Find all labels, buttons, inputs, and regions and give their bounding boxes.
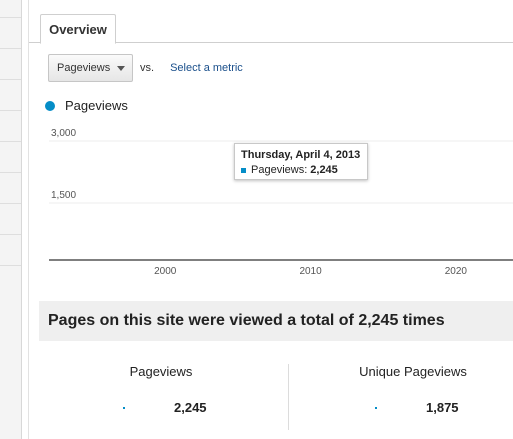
sparkline-icon — [375, 407, 377, 409]
tooltip-date: Thursday, April 4, 2013 — [241, 149, 361, 161]
sparkline-icon — [123, 407, 125, 409]
summary-banner: Pages on this site were viewed a total o… — [39, 301, 513, 341]
tab-overview[interactable]: Overview — [40, 14, 116, 44]
x-tick-label: 2000 — [154, 266, 177, 277]
left-sidebar — [0, 0, 22, 439]
stat-unique-pageviews: Unique Pageviews 1,875 — [313, 360, 513, 430]
y-tick-label: 1,500 — [51, 190, 76, 201]
chart-legend: Pageviews — [45, 98, 128, 113]
series-dot-icon — [45, 100, 55, 111]
stat-label: Unique Pageviews — [359, 364, 467, 379]
stat-pageviews: Pageviews 2,245 — [61, 360, 261, 430]
stats-divider — [288, 364, 289, 430]
sidebar-row[interactable] — [0, 235, 21, 266]
sidebar-row[interactable] — [0, 80, 21, 111]
stat-value: 2,245 — [174, 400, 207, 415]
sidebar-row[interactable] — [0, 18, 21, 49]
vs-label: vs. — [140, 62, 155, 74]
x-tick-label: 2020 — [445, 266, 468, 277]
legend-series-label: Pageviews — [65, 98, 128, 113]
tooltip-row: Pageviews: 2,245 — [241, 164, 361, 176]
sidebar-row[interactable] — [0, 173, 21, 204]
chart-tooltip: Thursday, April 4, 2013 Pageviews: 2,245 — [234, 143, 368, 180]
main-content: Overview Pageviews vs. Select a metric P… — [28, 0, 513, 439]
tooltip-value: 2,245 — [310, 164, 338, 176]
sidebar-row[interactable] — [0, 49, 21, 80]
tooltip-swatch-icon — [241, 167, 246, 173]
stats-panel: Pageviews 2,245 Unique Pageviews 1,875 — [29, 360, 513, 439]
y-tick-label: 3,000 — [51, 128, 76, 139]
stat-value: 1,875 — [426, 400, 459, 415]
metric-dropdown-value: Pageviews — [57, 62, 111, 74]
stat-label: Pageviews — [129, 364, 193, 379]
select-metric-link[interactable]: Select a metric — [170, 62, 243, 74]
sidebar-row[interactable] — [0, 204, 21, 235]
tooltip-series-label: Pageviews: — [251, 164, 308, 176]
x-tick-label: 2010 — [299, 266, 322, 277]
sidebar-row[interactable] — [0, 142, 21, 173]
metric-dropdown[interactable]: Pageviews — [48, 54, 133, 82]
tab-bar: Overview — [29, 14, 513, 44]
metric-controls: Pageviews vs. Select a metric — [48, 54, 243, 82]
chevron-down-icon — [117, 66, 125, 71]
sidebar-row[interactable] — [0, 0, 21, 18]
sidebar-row[interactable] — [0, 111, 21, 142]
